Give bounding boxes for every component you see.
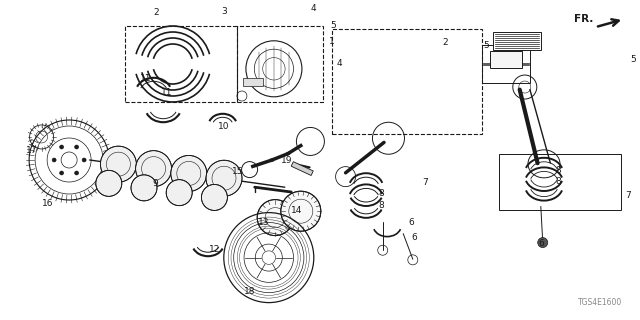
Circle shape [82,158,86,162]
Text: 2: 2 [154,8,159,17]
Text: 6: 6 [538,239,543,248]
Bar [332,29,482,134]
Text: 5: 5 [484,41,489,50]
Circle shape [100,146,136,182]
Bar [499,154,621,210]
Circle shape [538,237,548,248]
Text: 7: 7 [626,191,631,200]
Text: 7: 7 [422,178,428,187]
Text: 14: 14 [291,206,302,215]
Text: 8: 8 [556,166,561,175]
Text: 15: 15 [232,167,244,176]
Circle shape [136,151,172,187]
Text: 4: 4 [311,4,316,13]
Circle shape [75,171,79,175]
Text: 5: 5 [631,55,636,64]
Text: 6: 6 [412,233,417,242]
Text: 2: 2 [442,38,447,47]
Text: 6: 6 [408,218,413,227]
Text: TGS4E1600: TGS4E1600 [578,298,622,307]
Circle shape [52,158,56,162]
Text: 16: 16 [42,199,54,208]
Bar [243,78,263,86]
Text: 1: 1 [329,37,334,46]
Text: FR.: FR. [574,14,593,24]
Text: 12: 12 [209,245,220,254]
Text: 17: 17 [26,146,38,155]
Text: 11: 11 [140,74,152,83]
Text: 8: 8 [556,177,561,186]
Text: 5: 5 [330,21,335,30]
Text: 8: 8 [379,189,384,198]
Bar [237,26,323,102]
Text: 11: 11 [161,88,172,97]
Circle shape [60,171,63,175]
Text: 4: 4 [337,60,342,68]
Text: 18: 18 [244,287,255,296]
Circle shape [202,184,227,211]
Circle shape [60,145,63,149]
Bar [490,51,522,68]
Text: 13: 13 [258,218,269,227]
Text: 3: 3 [221,7,227,16]
Bar [493,32,541,50]
Circle shape [75,145,79,149]
Circle shape [206,160,242,196]
Circle shape [171,156,207,191]
Text: 19: 19 [281,156,292,165]
Text: 10: 10 [218,122,230,131]
Bar [291,162,313,175]
Circle shape [166,180,192,206]
Circle shape [96,170,122,196]
Circle shape [131,175,157,201]
Circle shape [281,191,321,231]
Circle shape [257,200,293,236]
Bar [125,26,237,102]
Text: 9: 9 [153,180,158,188]
Bar [482,45,530,83]
Text: 8: 8 [379,201,384,210]
